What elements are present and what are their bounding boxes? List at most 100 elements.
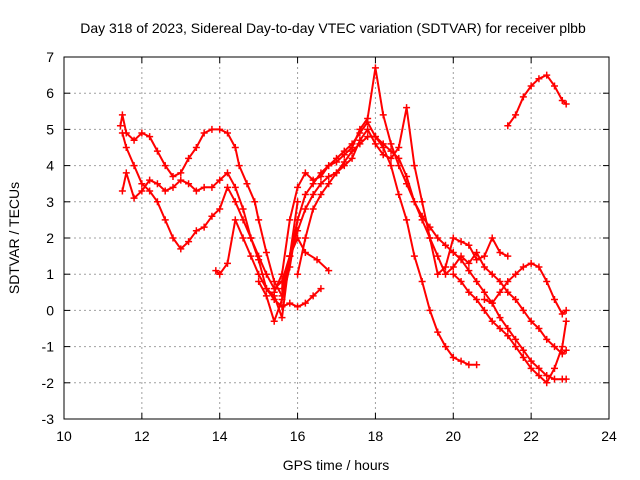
data-point [387,140,395,148]
series-track-e [255,118,481,369]
data-point [317,172,325,180]
data-point [379,111,387,119]
data-point [465,361,473,369]
data-point [200,223,208,231]
data-point [239,216,247,224]
data-point [231,144,239,151]
data-point [309,191,317,199]
data-point [426,234,434,242]
y-tick-label: 1 [46,266,54,282]
data-point [286,252,294,260]
data-point [294,227,302,235]
data-point [116,122,124,130]
x-tick-label: 12 [134,428,150,444]
data-point [551,375,558,383]
grid-layer [64,57,609,419]
data-point [224,183,231,191]
data-point [535,325,543,332]
x-tick-label: 10 [56,428,72,444]
data-point [208,212,216,220]
data-point [247,234,255,242]
data-point [301,169,309,177]
data-point [216,125,224,133]
series-track-a [116,111,302,300]
data-point [496,325,504,332]
data-point [340,151,348,159]
series-line [452,273,568,384]
data-point [543,71,551,79]
data-point [379,140,387,148]
data-point [442,241,449,249]
chart-title: Day 318 of 2023, Sidereal Day-to-day VTE… [80,20,586,36]
data-point [543,379,551,387]
data-point [434,234,442,242]
data-point [410,198,418,206]
data-point [278,285,286,293]
data-point [434,328,442,336]
data-point [262,292,270,300]
data-point [317,191,325,199]
data-point [235,162,243,170]
data-point [122,169,130,177]
data-point [364,133,372,141]
data-point [457,357,465,365]
data-point [309,176,317,184]
data-point [216,205,224,213]
data-point [426,223,434,231]
data-point [247,252,255,260]
data-point [504,252,512,260]
data-point [558,310,566,318]
data-point [208,183,216,191]
data-point [403,104,411,112]
data-point [403,216,411,224]
data-point [527,364,535,372]
data-point [480,263,488,271]
data-point [153,180,161,188]
data-point [161,162,169,170]
data-point [138,129,146,137]
data-point [426,306,434,314]
data-point [278,296,286,304]
data-point [562,346,570,354]
x-tick-label: 22 [523,428,539,444]
data-point [231,183,239,191]
data-point [122,144,130,151]
x-axis-label: GPS time / hours [283,457,390,473]
data-point [185,154,193,162]
data-point [527,357,535,365]
data-point [473,296,481,304]
data-point [301,191,309,199]
data-point [504,288,512,296]
data-point [512,270,520,278]
data-point [239,205,247,213]
y-tick-label: 3 [46,194,54,210]
y-tick-label: -1 [42,339,55,355]
data-point [169,172,177,180]
data-point [309,205,317,213]
data-point [185,180,193,188]
data-point [434,270,442,278]
data-point [449,353,457,361]
data-point [551,82,558,90]
data-point [130,136,138,144]
data-point [294,183,302,191]
data-point [146,133,154,141]
data-point [333,158,340,166]
data-point [480,306,488,314]
data-point [270,296,278,304]
data-point [325,162,333,170]
data-point [301,299,309,307]
data-point [231,198,239,206]
data-point [395,144,403,151]
data-point [395,191,403,199]
y-tick-label: -3 [42,411,55,427]
data-point [177,245,185,253]
data-point [434,252,442,260]
data-point [348,154,356,162]
data-point [138,180,146,188]
data-point [403,172,411,180]
data-point [519,263,527,271]
series-layer [116,64,570,387]
data-point [348,147,356,155]
